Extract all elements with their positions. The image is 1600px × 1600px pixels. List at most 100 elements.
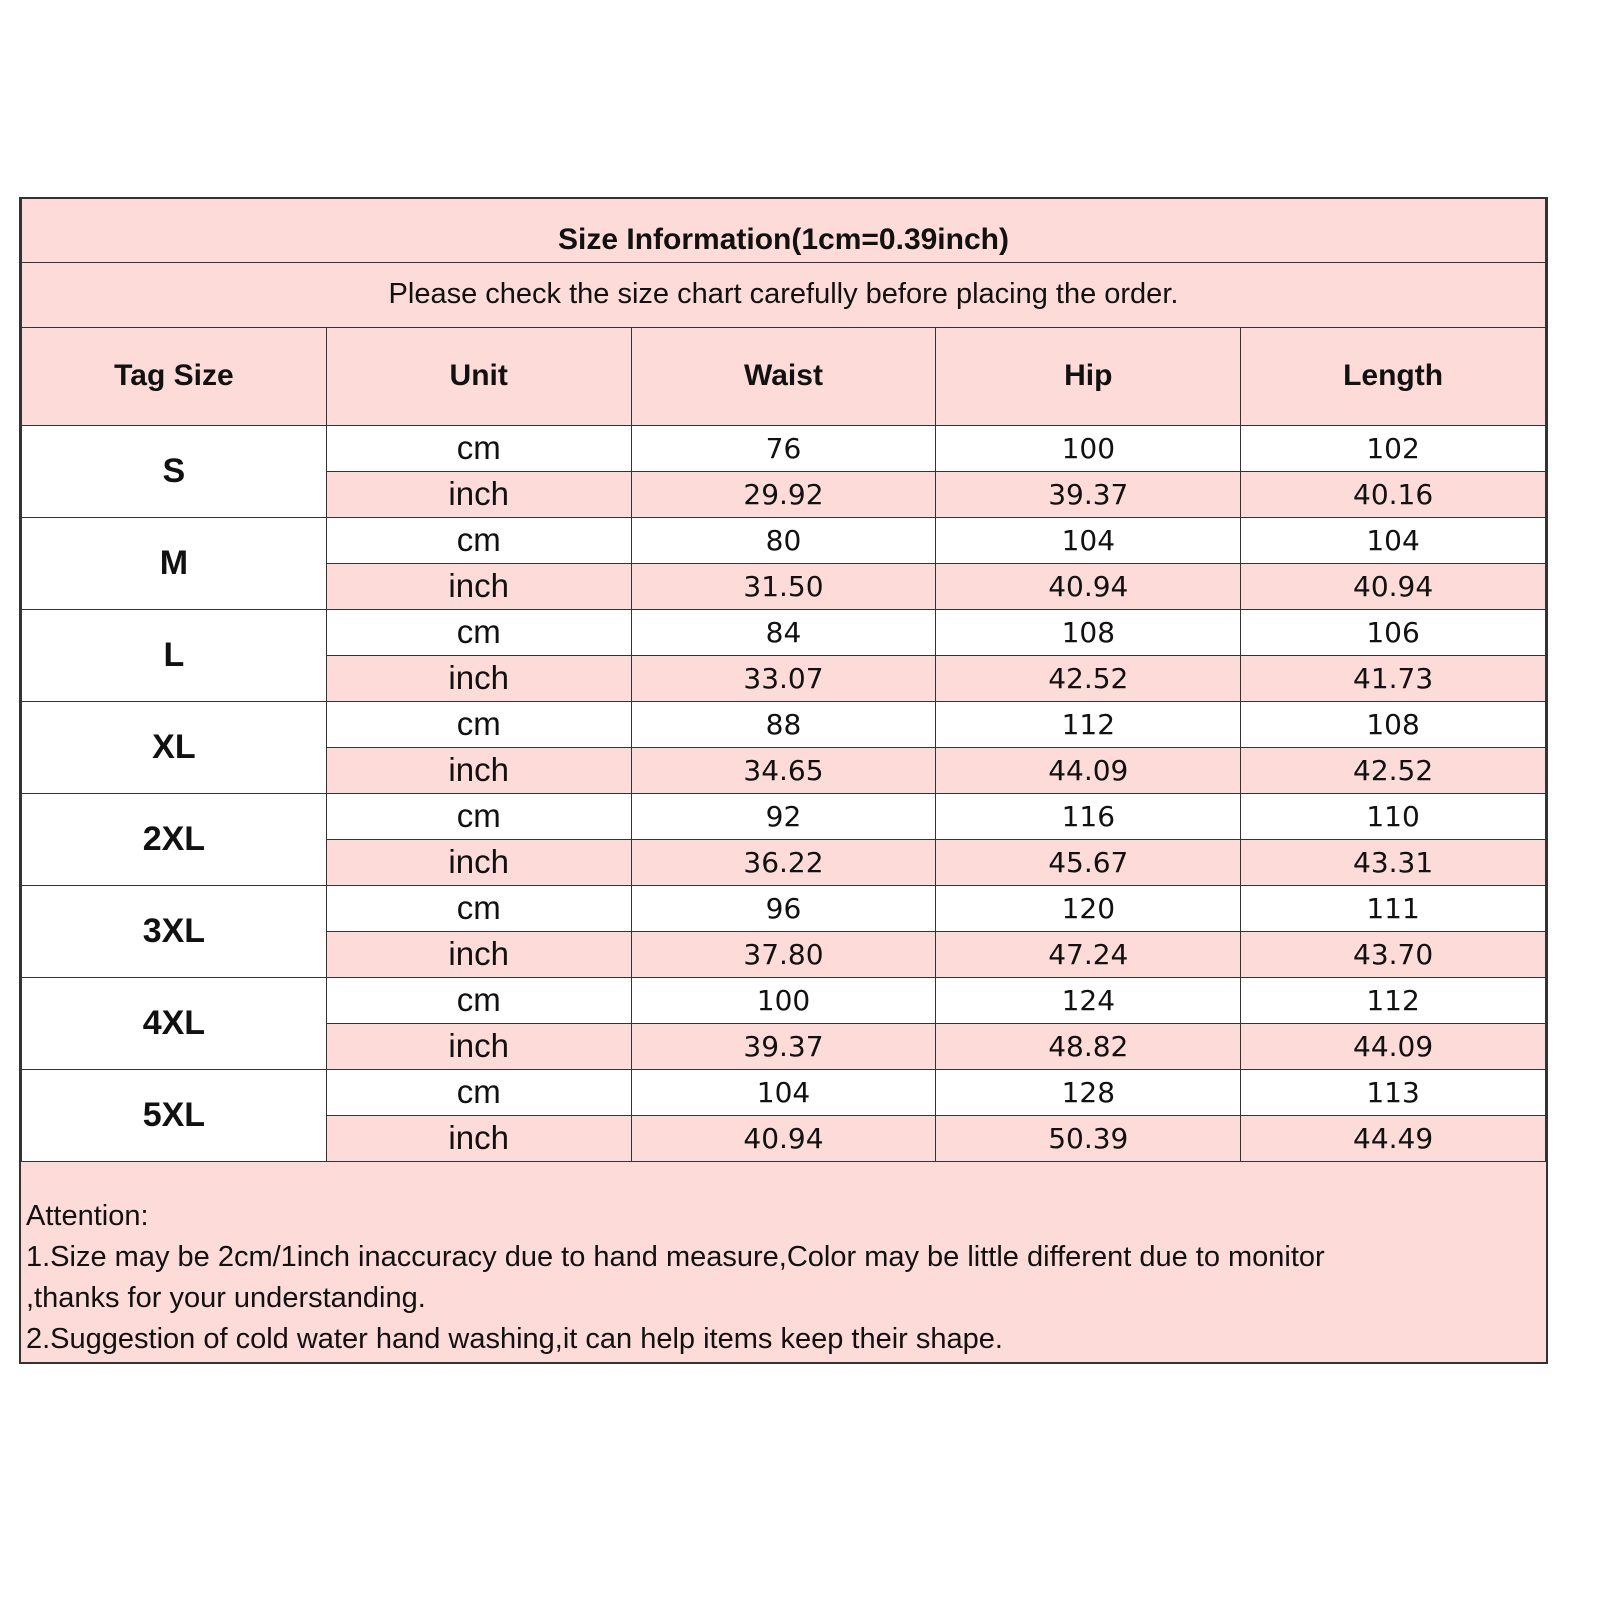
waist-cell: 76 bbox=[630, 424, 937, 472]
hip-cell: 50.39 bbox=[935, 1114, 1242, 1162]
tag-size-cell: S bbox=[21, 424, 327, 518]
table-row-inch: inch 31.50 40.94 40.94 bbox=[22, 562, 1546, 610]
size-table: Size Information(1cm=0.39inch) Please ch… bbox=[21, 199, 1546, 1162]
chart-subtitle: Please check the size chart carefully be… bbox=[21, 261, 1546, 328]
waist-cell: 92 bbox=[630, 792, 937, 840]
length-cell: 110 bbox=[1240, 792, 1546, 840]
hip-cell: 39.37 bbox=[935, 470, 1242, 518]
size-chart: Size Information(1cm=0.39inch) Please ch… bbox=[19, 197, 1548, 1364]
header-length: Length bbox=[1240, 326, 1546, 426]
header-waist: Waist bbox=[630, 326, 937, 426]
waist-cell: 88 bbox=[630, 700, 937, 748]
tag-size-cell: M bbox=[21, 516, 327, 610]
tag-size-cell: 2XL bbox=[21, 792, 327, 886]
chart-title: Size Information(1cm=0.39inch) bbox=[21, 199, 1546, 263]
unit-cell: cm bbox=[325, 884, 632, 932]
unit-cell: inch bbox=[325, 654, 632, 702]
note-line: 1.Size may be 2cm/1inch inaccuracy due t… bbox=[26, 1240, 1325, 1273]
length-cell: 44.09 bbox=[1240, 1022, 1546, 1070]
hip-cell: 124 bbox=[935, 976, 1242, 1024]
unit-cell: cm bbox=[325, 700, 632, 748]
hip-cell: 128 bbox=[935, 1068, 1242, 1116]
length-cell: 111 bbox=[1240, 884, 1546, 932]
attention-notes: Attention: 1.Size may be 2cm/1inch inacc… bbox=[21, 1162, 1546, 1362]
tag-size-cell: 4XL bbox=[21, 976, 327, 1070]
waist-cell: 100 bbox=[630, 976, 937, 1024]
table-row-inch: inch 39.37 48.82 44.09 bbox=[22, 1022, 1546, 1070]
header-unit: Unit bbox=[325, 326, 632, 426]
unit-cell: cm bbox=[325, 516, 632, 564]
waist-cell: 36.22 bbox=[630, 838, 937, 886]
table-row-inch: inch 40.94 50.39 44.49 bbox=[22, 1114, 1546, 1162]
unit-cell: inch bbox=[325, 470, 632, 518]
waist-cell: 39.37 bbox=[630, 1022, 937, 1070]
unit-cell: cm bbox=[325, 792, 632, 840]
length-cell: 113 bbox=[1240, 1068, 1546, 1116]
length-cell: 41.73 bbox=[1240, 654, 1546, 702]
length-cell: 104 bbox=[1240, 516, 1546, 564]
waist-cell: 40.94 bbox=[630, 1114, 937, 1162]
hip-cell: 45.67 bbox=[935, 838, 1242, 886]
hip-cell: 44.09 bbox=[935, 746, 1242, 794]
hip-cell: 42.52 bbox=[935, 654, 1242, 702]
header-tag-size: Tag Size bbox=[21, 326, 327, 426]
table-row-inch: inch 36.22 45.67 43.31 bbox=[22, 838, 1546, 886]
note-line: 2.Suggestion of cold water hand washing,… bbox=[26, 1322, 1003, 1355]
waist-cell: 84 bbox=[630, 608, 937, 656]
table-row-cm: 3XL cm 96 120 111 bbox=[21, 884, 1546, 978]
tag-size-cell: 5XL bbox=[21, 1068, 327, 1162]
unit-cell: cm bbox=[325, 976, 632, 1024]
waist-cell: 33.07 bbox=[630, 654, 937, 702]
unit-cell: inch bbox=[325, 1022, 632, 1070]
hip-cell: 47.24 bbox=[935, 930, 1242, 978]
header-row: Tag Size Unit Waist Hip Length bbox=[21, 326, 1546, 426]
length-cell: 43.31 bbox=[1240, 838, 1546, 886]
table-row-inch: inch 29.92 39.37 40.16 bbox=[22, 470, 1546, 518]
waist-cell: 34.65 bbox=[630, 746, 937, 794]
unit-cell: cm bbox=[325, 608, 632, 656]
waist-cell: 80 bbox=[630, 516, 937, 564]
hip-cell: 120 bbox=[935, 884, 1242, 932]
waist-cell: 96 bbox=[630, 884, 937, 932]
length-cell: 40.16 bbox=[1240, 470, 1546, 518]
hip-cell: 112 bbox=[935, 700, 1242, 748]
header-hip: Hip bbox=[935, 326, 1242, 426]
table-row-cm: 4XL cm 100 124 112 bbox=[21, 976, 1546, 1070]
table-row-cm: 5XL cm 104 128 113 bbox=[21, 1068, 1546, 1162]
unit-cell: inch bbox=[325, 1114, 632, 1162]
waist-cell: 104 bbox=[630, 1068, 937, 1116]
table-row-cm: 2XL cm 92 116 110 bbox=[21, 792, 1546, 886]
tag-size-cell: XL bbox=[21, 700, 327, 794]
waist-cell: 37.80 bbox=[630, 930, 937, 978]
length-cell: 40.94 bbox=[1240, 562, 1546, 610]
hip-cell: 40.94 bbox=[935, 562, 1242, 610]
unit-cell: cm bbox=[325, 1068, 632, 1116]
unit-cell: inch bbox=[325, 838, 632, 886]
table-row-cm: XL cm 88 112 108 bbox=[21, 700, 1546, 794]
unit-cell: cm bbox=[325, 424, 632, 472]
length-cell: 42.52 bbox=[1240, 746, 1546, 794]
tag-size-cell: L bbox=[21, 608, 327, 702]
table-row-inch: inch 33.07 42.52 41.73 bbox=[22, 654, 1546, 702]
unit-cell: inch bbox=[325, 746, 632, 794]
note-line: ,thanks for your understanding. bbox=[26, 1281, 426, 1314]
length-cell: 44.49 bbox=[1240, 1114, 1546, 1162]
length-cell: 43.70 bbox=[1240, 930, 1546, 978]
hip-cell: 108 bbox=[935, 608, 1242, 656]
note-heading: Attention: bbox=[26, 1199, 149, 1232]
waist-cell: 31.50 bbox=[630, 562, 937, 610]
hip-cell: 100 bbox=[935, 424, 1242, 472]
length-cell: 112 bbox=[1240, 976, 1546, 1024]
unit-cell: inch bbox=[325, 930, 632, 978]
hip-cell: 48.82 bbox=[935, 1022, 1242, 1070]
table-row-inch: inch 37.80 47.24 43.70 bbox=[22, 930, 1546, 978]
hip-cell: 104 bbox=[935, 516, 1242, 564]
length-cell: 108 bbox=[1240, 700, 1546, 748]
length-cell: 106 bbox=[1240, 608, 1546, 656]
waist-cell: 29.92 bbox=[630, 470, 937, 518]
unit-cell: inch bbox=[325, 562, 632, 610]
hip-cell: 116 bbox=[935, 792, 1242, 840]
length-cell: 102 bbox=[1240, 424, 1546, 472]
